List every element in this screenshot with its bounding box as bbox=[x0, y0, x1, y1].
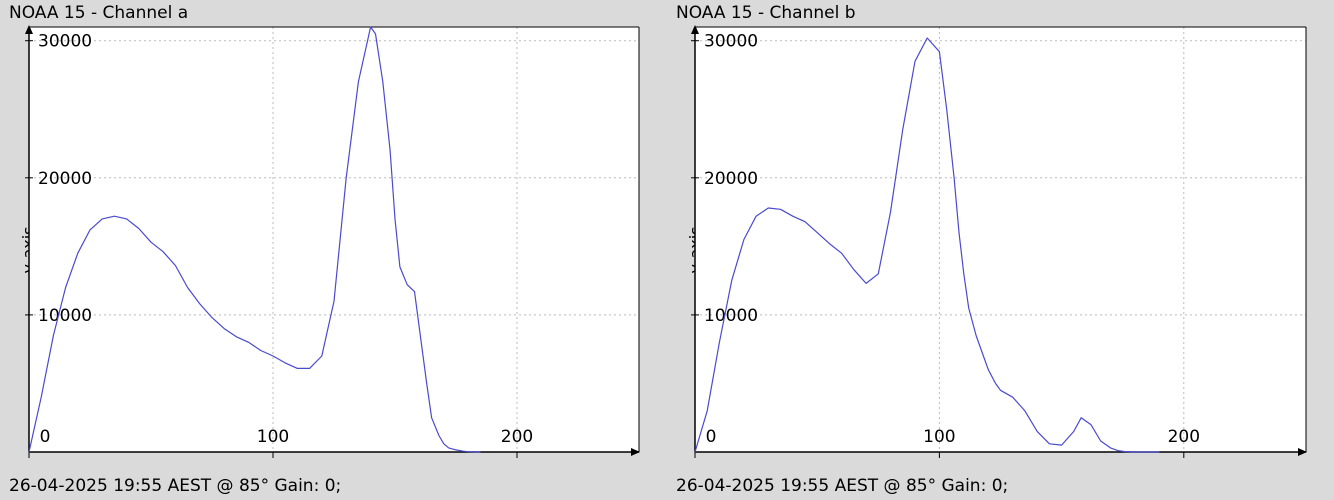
y-tick-label: 20000 bbox=[38, 169, 92, 189]
plot-area bbox=[695, 27, 1306, 452]
x-tick-label: 0 bbox=[706, 427, 717, 447]
y-tick-label: 30000 bbox=[704, 32, 758, 52]
y-tick-label: 10000 bbox=[704, 306, 758, 326]
y-tick-label: 20000 bbox=[704, 169, 758, 189]
chart-footer: 26-04-2025 19:55 AEST @ 85° Gain: 0; bbox=[9, 476, 342, 496]
series-line-0 bbox=[28, 26, 481, 453]
plot-area bbox=[29, 27, 639, 452]
x-tick-label: 200 bbox=[1168, 427, 1200, 447]
chart-plot-a: 0 100 200 10000 20000 30000 bbox=[25, 25, 640, 458]
x-axis-arrow-icon bbox=[631, 448, 640, 456]
x-tick-label: 100 bbox=[923, 427, 955, 447]
chart-panel-b: NOAA 15 - Channel b y-axis 0100200100002… bbox=[667, 0, 1334, 500]
x-axis-arrow-icon bbox=[1298, 448, 1307, 456]
chart-title: NOAA 15 - Channel b bbox=[676, 3, 856, 23]
chart-title: NOAA 15 - Channel a bbox=[9, 3, 189, 23]
chart-panel-a: NOAA 15 - Channel a y-axis 0100200100002… bbox=[9, 3, 640, 496]
chart-footer: 26-04-2025 19:55 AEST @ 85° Gain: 0; bbox=[676, 476, 1009, 496]
chart-plot-b: 0 100 200 10000 20000 30000 bbox=[691, 25, 1307, 458]
x-tick-label: 200 bbox=[501, 427, 533, 447]
y-axis-arrow-icon bbox=[691, 25, 699, 34]
series-line-0 bbox=[694, 37, 1160, 453]
y-axis-arrow-icon bbox=[25, 25, 33, 34]
x-tick-label: 100 bbox=[257, 427, 289, 447]
y-tick-label: 10000 bbox=[38, 306, 92, 326]
y-tick-label: 30000 bbox=[38, 32, 92, 52]
x-tick-label: 0 bbox=[40, 427, 51, 447]
